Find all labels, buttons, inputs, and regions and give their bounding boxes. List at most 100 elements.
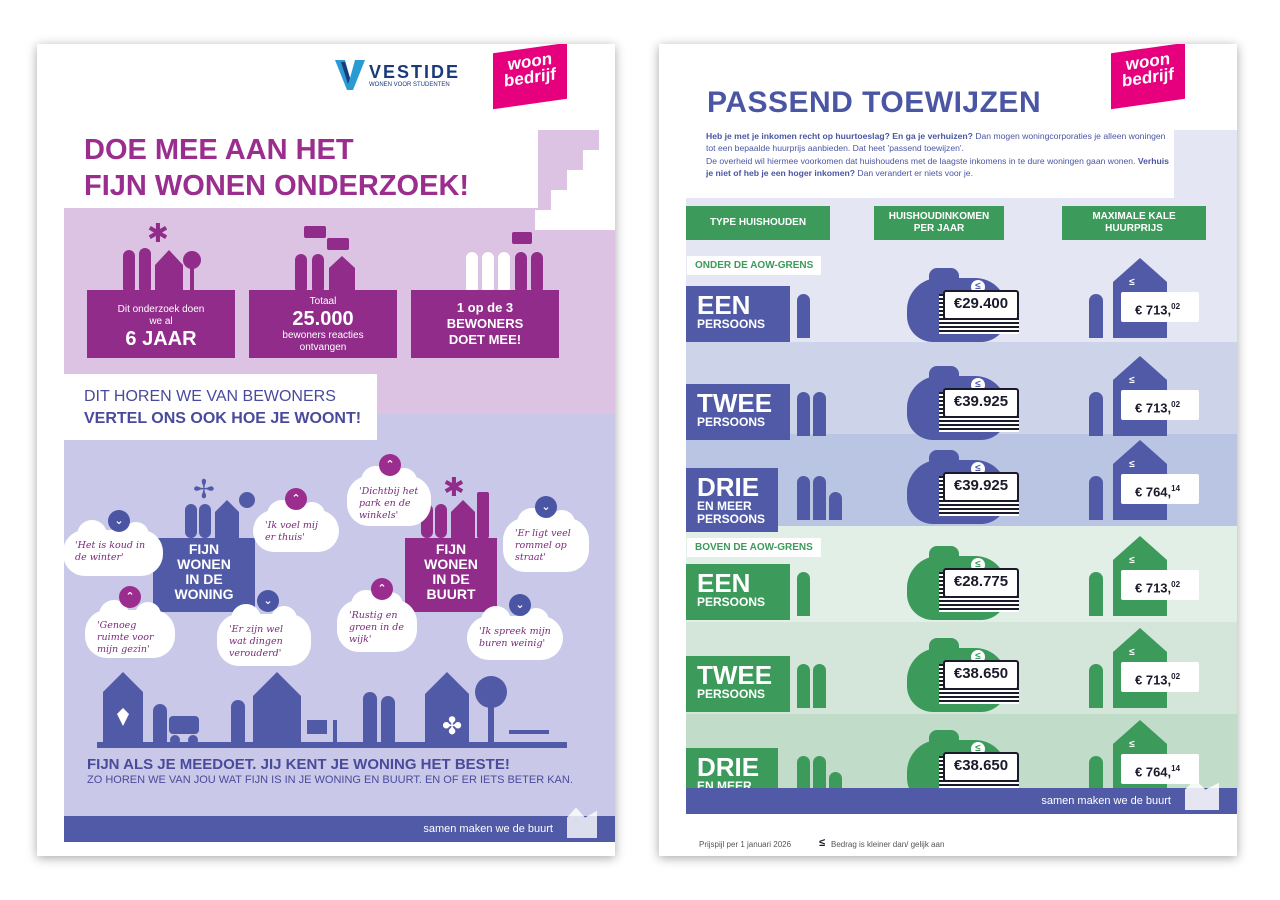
thumbs-down-icon: ⌄ [108, 510, 130, 532]
quote-text: 'Rustig en groen in de wijk' [349, 610, 404, 645]
household-label: EEN PERSOONS [697, 570, 777, 609]
rent-cents: 14 [1171, 764, 1181, 773]
household-persons: PERSOONS [697, 415, 766, 429]
rent-cents: 02 [1171, 400, 1181, 409]
vestide-logo: VESTIDE WONEN VOOR STUDENTEN [335, 60, 458, 95]
quote-cloud: 'Ik voel mij er thuis' [253, 500, 339, 552]
income-amount: €29.400 [943, 290, 1019, 320]
stat-reactions-value: 25.000 [292, 308, 354, 330]
rent-cents: 02 [1171, 302, 1181, 311]
intro-note: Dan verandert er niets voor je. [854, 168, 973, 179]
person-icon [829, 492, 842, 520]
resident-icon [1089, 294, 1103, 338]
household-label: EEN PERSOONS [697, 292, 777, 331]
quote-text: 'Ik voel mij er thuis' [265, 520, 318, 543]
header-income-label: HUISHOUDINKOMEN PER JAAR [888, 211, 990, 234]
block-woning: FIJN WONEN IN DE WONING [153, 538, 255, 612]
section-title: DIT HOREN WE VAN BEWONERS [84, 388, 336, 405]
person-icon [797, 392, 810, 436]
rent-amount: € 764, [1135, 764, 1172, 780]
less-equal-icon: ≤ [1125, 458, 1139, 472]
woning-houses-icon: ✢ [185, 474, 255, 538]
household-label: TWEE PERSOONS [697, 662, 777, 701]
stat-reactions-text: bewoners reacties ontvangen [282, 330, 364, 353]
intro-explanation: Dan mogen woningcorporaties je alleen wo… [706, 131, 1166, 154]
header-type: TYPE HUISHOUDEN [686, 206, 830, 240]
person-icon [797, 664, 810, 708]
intro-text: Heb je met je inkomen recht op huurtoesl… [706, 130, 1176, 180]
block-buurt-line4: BUURT [426, 586, 476, 602]
household-label-bg [686, 468, 778, 532]
quote-cloud: 'Ik spreek mijn buren weinig' [467, 606, 563, 660]
purse-clasp-icon [929, 546, 959, 560]
svg-text:✤: ✤ [442, 713, 462, 740]
quote-cloud: 'Er ligt veel rommel op straat' [503, 508, 589, 572]
stat-participants-ratio: 1 op de 3 [456, 300, 514, 315]
quote-text: 'Genoeg ruimte voor mijn gezin' [97, 620, 154, 655]
rent-amount: € 713, [1135, 400, 1172, 416]
household-size: DRIE [697, 472, 760, 502]
title-box: DOE MEE AAN HET FIJN WONEN ONDERZOEK! [64, 128, 538, 208]
poster-fijn-wonen: VESTIDE WONEN VOOR STUDENTEN woon bedrij… [37, 44, 615, 856]
rent-cents: 14 [1171, 484, 1181, 493]
quote-cloud: 'Dichtbij het park en de winkels' [347, 466, 431, 526]
household-label-bg [686, 564, 790, 620]
footer-bar: samen maken we de buurt [686, 779, 1237, 814]
income-amount: €39.925 [943, 472, 1019, 502]
thumbs-up-icon: ⌃ [119, 586, 141, 608]
household-persons: PERSOONS [697, 687, 766, 701]
household-persons: PERSOONS [697, 317, 766, 331]
vestide-tagline: WONEN VOOR STUDENTEN [369, 82, 450, 88]
person-icon [797, 294, 810, 338]
quote-cloud: 'Er zijn wel wat dingen verouderd' [217, 604, 311, 666]
block-woning-line1: FIJN [188, 541, 220, 557]
purse-clasp-icon [929, 638, 959, 652]
purse-clasp-icon [929, 730, 959, 744]
footer-slogan: samen maken we de buurt [423, 823, 553, 835]
residents-icons: ✱ [123, 220, 543, 294]
income-amount: €28.775 [943, 568, 1019, 598]
household-size: TWEE [697, 388, 773, 418]
less-equal-icon: ≤ [1125, 646, 1139, 660]
quote-cloud: 'Het is koud in de winter' [63, 520, 163, 576]
thumbs-down-icon: ⌄ [257, 590, 279, 612]
footer-slogan: samen maken we de buurt [1041, 795, 1171, 807]
max-rent: € 713,02 [1121, 390, 1199, 420]
price-level-note: Prijspijl per 1 januari 2026 [699, 840, 792, 849]
thumbs-down-icon: ⌄ [535, 496, 557, 518]
person-icon [797, 572, 810, 616]
quote-cloud: 'Rustig en groen in de wijk' [337, 590, 417, 652]
stat-box-years: Dit onderzoek doen we al 6 JAAR [87, 290, 235, 358]
vestide-v-icon [335, 60, 365, 90]
section-header-box: DIT HOREN WE VAN BEWONERS VERTEL ONS OOK… [64, 374, 377, 440]
less-equal-icon: ≤ [1125, 738, 1139, 752]
resident-icon [1089, 572, 1103, 616]
neighbourhood-skyline: ✤ [97, 672, 567, 748]
person-icon [797, 476, 810, 520]
less-equal-icon: ≤ [1125, 374, 1139, 388]
household-label: DRIE EN MEER PERSOONS [697, 474, 777, 526]
block-woning-line3: IN DE [185, 571, 223, 587]
closing-headline: FIJN ALS JE MEEDOET. JIJ KENT JE WONING … [87, 756, 510, 773]
group-above-aow: BOVEN DE AOW-GRENS [687, 538, 821, 557]
page-title: PASSEND TOEWIJZEN [707, 86, 1042, 119]
household-label-bg [686, 286, 790, 342]
less-equal-icon: ≤ [1125, 554, 1139, 568]
income-amount: €38.650 [943, 752, 1019, 782]
resident-icon [1089, 664, 1103, 708]
block-buurt: FIJN WONEN IN DE BUURT [405, 538, 497, 612]
footer-bar: samen maken we de buurt [64, 807, 615, 842]
header-rent: MAXIMALE KALE HUURPRIJS [1062, 206, 1206, 240]
household-label-bg [686, 384, 790, 440]
quote-cloud: 'Genoeg ruimte voor mijn gezin' [85, 600, 175, 658]
group-below-aow: ONDER DE AOW-GRENS [687, 256, 822, 275]
poster-passend-toewijzen: woon bedrijf PASSEND TOEWIJZEN Heb je me… [659, 44, 1237, 856]
rent-amount: € 713, [1135, 302, 1172, 318]
intro-question2: Verhuis je niet of heb je een hoger inko… [706, 155, 1169, 179]
rent-amount: € 713, [1135, 672, 1172, 688]
buurt-houses-icon: ✱ [421, 474, 489, 538]
stat-box-reactions: Totaal 25.000 bewoners reacties ontvange… [249, 290, 397, 358]
household-size: EEN [697, 290, 751, 320]
rent-amount: € 764, [1135, 484, 1172, 500]
household-size: EEN [697, 568, 751, 598]
